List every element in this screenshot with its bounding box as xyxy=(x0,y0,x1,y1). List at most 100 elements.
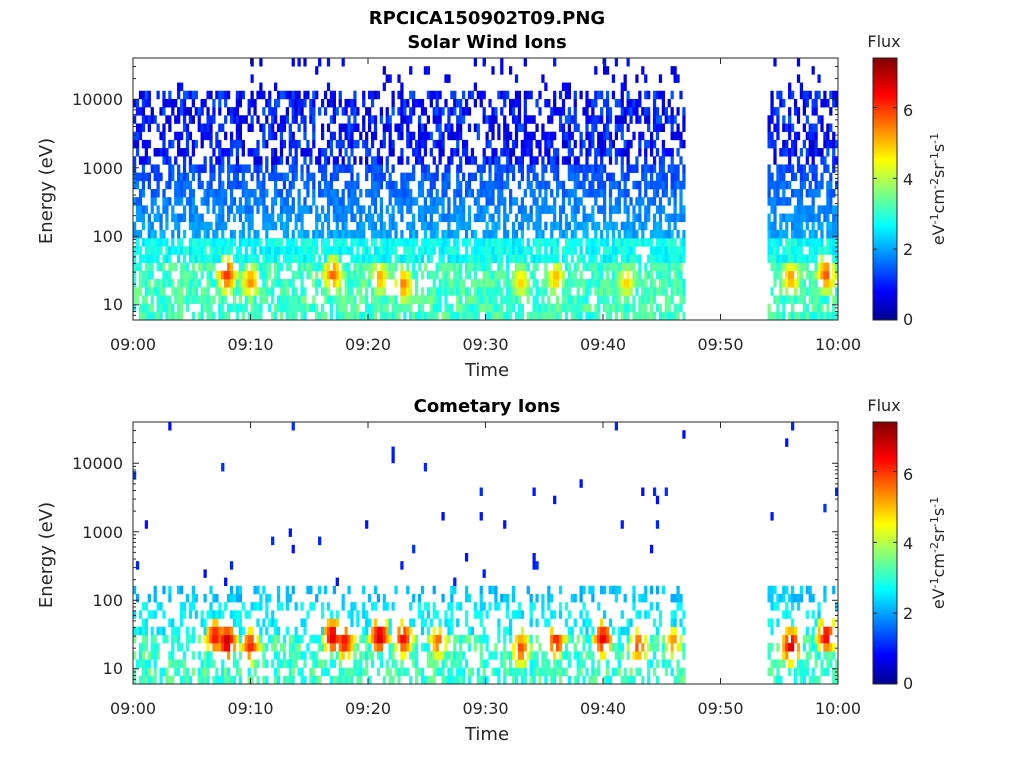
spectrogram-cell xyxy=(141,172,146,182)
spectrogram-cell xyxy=(171,213,175,223)
spectrogram-cell xyxy=(438,139,442,149)
spectrogram-cell xyxy=(550,634,554,644)
spectrogram-cell xyxy=(799,270,804,280)
spectrogram-cell xyxy=(435,262,439,272)
spectrogram-cell xyxy=(811,172,815,182)
spectrogram-cell xyxy=(359,221,363,231)
spectrogram-cell xyxy=(435,90,439,100)
spectrogram-cell xyxy=(203,221,207,231)
spectrogram-cell xyxy=(538,675,542,685)
spectrogram-cell xyxy=(297,303,301,313)
spectrogram-cell xyxy=(370,115,375,124)
spectrogram-cell xyxy=(588,189,592,198)
spectrogram-cell xyxy=(133,172,137,182)
spectrogram-cell xyxy=(271,213,275,223)
spectrogram-cell xyxy=(162,279,166,288)
spectrogram-cell xyxy=(788,90,792,100)
spectrogram-cell xyxy=(274,626,278,636)
spectrogram-cell xyxy=(459,311,463,321)
spectrogram-cell xyxy=(200,287,204,296)
spectrogram-cell xyxy=(241,229,245,239)
spectrogram-cell xyxy=(262,270,266,280)
spectrogram-cell xyxy=(523,107,527,116)
spectrogram-cell xyxy=(479,262,483,272)
spectrogram-cell xyxy=(820,172,824,182)
spectrogram-cell xyxy=(561,270,566,280)
spectrogram-cell xyxy=(779,311,783,321)
spectrogram-cell xyxy=(462,213,466,223)
spectrogram-cell xyxy=(526,246,530,255)
spectrogram-cell xyxy=(626,98,630,108)
spectrogram-cell xyxy=(459,303,463,313)
spectrogram-cell xyxy=(479,279,483,288)
spectrogram-cell xyxy=(209,246,213,255)
spectrogram-cell xyxy=(329,90,334,100)
spectrogram-cell xyxy=(191,287,195,296)
spectrogram-cell xyxy=(229,180,234,190)
spectrogram-cell xyxy=(485,295,489,304)
spectrogram-cell xyxy=(209,180,213,190)
spectrogram-cell xyxy=(256,180,260,190)
spectrogram-cell xyxy=(326,602,331,611)
spectrogram-cell xyxy=(209,90,213,100)
spectrogram-cell xyxy=(655,221,660,231)
spectrogram-cell xyxy=(438,618,442,627)
spectrogram-cell xyxy=(412,107,416,116)
spectrogram-cell xyxy=(294,238,298,247)
spectrogram-cell xyxy=(438,626,442,636)
spectrogram-cell xyxy=(247,107,251,116)
spectrogram-cell xyxy=(673,205,677,214)
spectrogram-cell xyxy=(429,221,433,231)
spectrogram-cell xyxy=(441,659,445,668)
spectrogram-cell xyxy=(279,115,284,124)
spectrogram-cell xyxy=(773,295,777,304)
spectrogram-cell xyxy=(652,164,657,173)
spectrogram-cell xyxy=(808,254,812,263)
spectrogram-cell xyxy=(385,246,389,255)
spectrogram-cell xyxy=(591,189,595,198)
spectrogram-cell xyxy=(235,115,240,124)
spectrogram-cell xyxy=(594,189,598,198)
spectrogram-cell xyxy=(476,164,480,173)
spectrogram-cell xyxy=(423,148,428,157)
spectrogram-cell xyxy=(582,189,586,198)
spectrogram-cell xyxy=(767,311,771,321)
spectrogram-cell xyxy=(229,610,234,619)
spectrogram-cell xyxy=(535,254,539,263)
spectrogram-cell xyxy=(823,90,827,100)
spectrogram-cell xyxy=(432,197,436,206)
spectrogram-cell xyxy=(403,279,407,288)
spectrogram-cell xyxy=(644,221,648,231)
spectrogram-cell xyxy=(247,238,251,247)
spectrogram-cell xyxy=(679,295,683,304)
spectrogram-cell xyxy=(561,98,566,108)
spectrogram-cell xyxy=(238,180,242,190)
spectrogram-cell xyxy=(556,295,560,304)
spectrogram-cell xyxy=(206,279,210,288)
spectrogram-cell xyxy=(177,213,181,223)
spectrogram-cell xyxy=(347,229,351,239)
spectrogram-cell xyxy=(403,626,407,636)
spectrogram-cell xyxy=(464,610,469,619)
spectrogram-cell xyxy=(429,254,433,263)
spectrogram-cell xyxy=(350,270,354,280)
spectrogram-cell xyxy=(229,303,234,313)
spectrogram-cell xyxy=(262,107,266,116)
spectrogram-cell xyxy=(400,618,404,627)
spectrogram-cell xyxy=(553,311,557,321)
spectrogram-cell xyxy=(297,123,301,132)
spectrogram-cell xyxy=(417,254,422,263)
spectrogram-cell xyxy=(188,164,193,173)
spectrogram-cell xyxy=(297,651,301,660)
spectrogram-cell xyxy=(614,197,618,206)
spectrogram-cell xyxy=(682,246,686,255)
spectrogram-cell xyxy=(652,197,657,206)
spectrogram-cell xyxy=(652,221,657,231)
spectrogram-cell xyxy=(180,172,184,182)
spectrogram-cell xyxy=(318,229,322,239)
spectrogram-cell xyxy=(638,254,642,263)
spectrogram-cell xyxy=(673,197,677,206)
spectrogram-cell xyxy=(206,295,210,304)
spectrogram-cell xyxy=(379,262,383,272)
spectrogram-cell xyxy=(793,221,798,231)
